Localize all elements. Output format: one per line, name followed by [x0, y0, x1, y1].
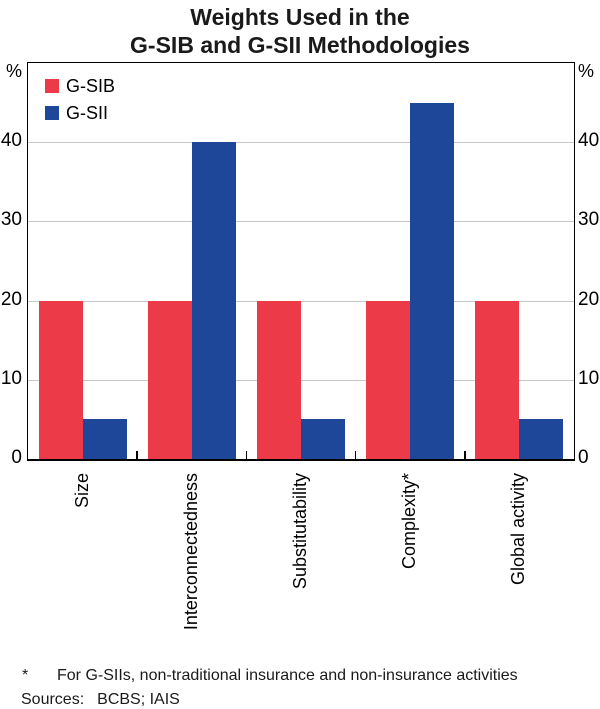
y-tick-label-left-0: 0 [11, 447, 22, 468]
y-axis-unit-left: % [5, 61, 22, 81]
plot-area: G-SIB G-SII [27, 62, 575, 461]
bar-g-sii-substitutability [301, 419, 345, 459]
legend: G-SIB G-SII [45, 77, 115, 131]
y-tick-label-right-10: 10 [578, 367, 600, 389]
y-tick-label-right-0: 0 [578, 447, 589, 468]
x-axis-label-complexity: Complexity* [399, 473, 420, 570]
chart-title-line-1: Weights Used in the [190, 4, 410, 30]
gridline-40 [28, 142, 574, 144]
y-tick-label-right-40: 40 [578, 130, 600, 152]
x-axis-tick [245, 451, 248, 459]
y-tick-label-right-30: 30 [578, 209, 600, 231]
legend-item-gsib: G-SIB [45, 77, 115, 95]
bar-g-sii-interconnectedness [191, 142, 236, 459]
x-axis-label-interconnectedness: Interconnectedness [180, 473, 201, 631]
bar-g-sib-global-activity [475, 300, 520, 459]
legend-label-gsii: G-SII [66, 103, 109, 123]
y-tick-label-left-10: 10 [0, 367, 22, 389]
legend-label-gsib: G-SIB [66, 76, 116, 96]
x-axis-tick [354, 451, 357, 459]
footnote-marker: * [22, 667, 29, 684]
x-axis-label-substitutability: Substitutability [290, 473, 310, 590]
gridline-10 [28, 379, 574, 381]
chart-title-line-2: G-SIB and G-SII Methodologies [130, 32, 470, 58]
x-axis-tick [136, 451, 138, 459]
x-axis-label-global-activity: Global activity [508, 473, 529, 586]
legend-swatch-gsii [45, 106, 59, 120]
bar-g-sib-interconnectedness [147, 300, 192, 459]
y-tick-label-right-20: 20 [578, 288, 600, 310]
y-tick-label-left-20: 20 [0, 288, 22, 310]
bar-g-sib-size [38, 300, 83, 459]
sources-label: Sources: [21, 691, 85, 708]
legend-swatch-gsib [45, 79, 59, 93]
bar-g-sii-size [82, 419, 127, 459]
x-axis-tick [464, 451, 466, 459]
x-axis-label-size: Size [71, 473, 92, 509]
bar-g-sii-complexity [410, 102, 455, 459]
gridline-20 [28, 300, 574, 302]
gridline-30 [28, 221, 574, 223]
chart-title: Weights Used in the G-SIB and G-SII Meth… [0, 3, 600, 59]
legend-item-gsii: G-SII [45, 104, 115, 122]
sources-line: Sources: BCBS; IAIS [21, 690, 180, 709]
y-tick-label-left-40: 40 [0, 130, 22, 152]
bar-g-sib-substitutability [257, 300, 301, 459]
bar-g-sii-global-activity [519, 419, 564, 459]
bar-g-sib-complexity [366, 300, 411, 459]
footnote-text: For G-SIIs, non-traditional insurance an… [57, 667, 518, 684]
y-tick-label-left-30: 30 [0, 209, 22, 231]
y-axis-unit-right: % [578, 61, 595, 81]
sources-value: BCBS; IAIS [97, 691, 180, 708]
